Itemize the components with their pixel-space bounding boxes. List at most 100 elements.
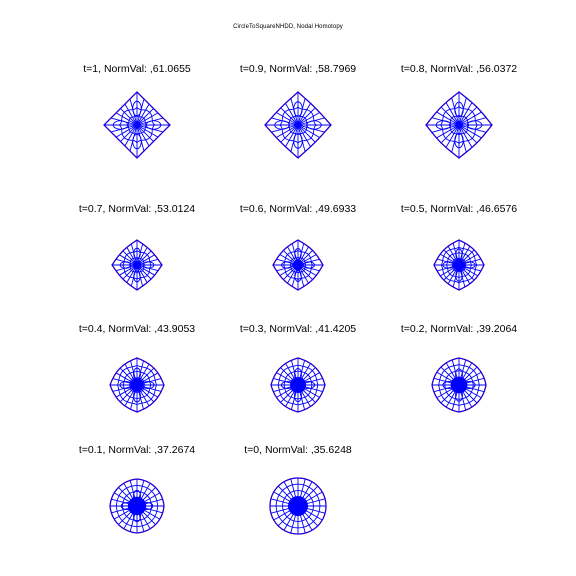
center-hub: [453, 259, 465, 271]
petal-loop: [306, 120, 322, 130]
petal-loop: [133, 247, 141, 260]
spoke-line: [120, 108, 138, 126]
spoke-line: [297, 124, 316, 143]
shape-plot: [109, 357, 165, 413]
shape-plot: [111, 239, 163, 291]
petal-loop: [133, 270, 141, 283]
panel-title: t=0.9, NormVal: ,58.7969: [239, 63, 357, 75]
petal-loop: [145, 120, 162, 130]
panel-t-0.1: t=0.1, NormVal: ,37.2674: [67, 444, 207, 554]
petal-loop: [281, 261, 293, 269]
spoke-line: [436, 124, 460, 139]
center-hub: [290, 377, 306, 393]
spoke-line: [432, 124, 460, 133]
spoke-line: [451, 98, 460, 126]
petal-loop: [274, 120, 290, 130]
shape-outline: [109, 357, 165, 413]
shape-plot: [431, 357, 487, 413]
spoke-line: [445, 102, 460, 126]
contour-ring: [289, 256, 307, 274]
panel-title: t=0.8, NormVal: ,56.0372: [400, 63, 518, 75]
petal-loop: [294, 270, 302, 282]
shape-outline: [109, 478, 165, 534]
spoke-line: [436, 111, 460, 126]
petal-loop: [132, 133, 142, 150]
contour-ring: [440, 106, 478, 144]
spoke-line: [458, 124, 467, 152]
center-hub: [288, 496, 308, 516]
shape-plot: [272, 239, 324, 291]
contour-ring: [451, 257, 467, 273]
contour-ring: [118, 106, 156, 144]
spoke-line: [280, 124, 299, 143]
center-hub: [130, 378, 144, 392]
panel-t-0.5: t=0.5, NormVal: ,46.6576: [389, 203, 529, 313]
shape-plot: [270, 357, 326, 413]
center-hub: [127, 496, 147, 516]
panel-title: t=0.2, NormVal: ,39.2064: [400, 323, 518, 335]
petal-loop: [112, 120, 129, 130]
spoke-line: [458, 124, 477, 143]
center-hub: [292, 259, 304, 271]
petal-loop: [454, 132, 464, 149]
center-hub: [450, 376, 468, 394]
contour-ring: [440, 246, 478, 284]
spoke-line: [116, 112, 138, 126]
spoke-line: [136, 108, 154, 126]
contour-ring: [448, 114, 470, 136]
petal-loop: [132, 100, 142, 117]
panel-t-0.2: t=0.2, NormVal: ,39.2064: [389, 323, 529, 433]
contour-ring: [277, 364, 319, 406]
shape-plot: [269, 477, 327, 535]
panel-t-0.3: t=0.3, NormVal: ,41.4205: [228, 323, 368, 433]
spoke-line: [136, 124, 150, 146]
spoke-line: [136, 104, 150, 126]
spoke-line: [280, 107, 299, 126]
spoke-line: [458, 124, 473, 148]
petal-loop: [142, 261, 155, 269]
panel-t-0.8: t=0.8, NormVal: ,56.0372: [389, 63, 529, 173]
center-hub: [132, 260, 142, 270]
petal-loop: [294, 248, 302, 260]
shape-plot: [103, 91, 171, 159]
petal-loop: [466, 120, 483, 130]
spoke-line: [297, 107, 316, 126]
spoke-line: [297, 124, 311, 147]
panel-t-0.9: t=0.9, NormVal: ,58.7969: [228, 63, 368, 173]
shape-outline: [264, 91, 332, 159]
spoke-line: [432, 117, 460, 126]
petal-loop: [454, 101, 464, 118]
contour-ring: [445, 251, 473, 279]
spoke-line: [285, 103, 299, 126]
contour-ring: [128, 256, 146, 274]
spoke-line: [458, 98, 467, 126]
contour-ring: [287, 114, 309, 136]
center-hub: [295, 122, 301, 128]
spoke-line: [136, 124, 154, 142]
shape-outline: [269, 477, 327, 535]
contour-ring: [438, 364, 480, 406]
panel-t-0.6: t=0.6, NormVal: ,49.6933: [228, 203, 368, 313]
spoke-line: [297, 103, 311, 126]
panel-title: t=0.7, NormVal: ,53.0124: [78, 203, 196, 215]
spoke-line: [124, 124, 138, 146]
shape-outline: [431, 357, 487, 413]
figure-title: CircleToSquareNHDD, Nodal Homotopy: [233, 24, 343, 30]
shape-outline: [433, 239, 485, 291]
panel-title: t=0, NormVal: ,35.6248: [244, 444, 352, 456]
panel-t-0: t=0, NormVal: ,35.6248: [228, 444, 368, 554]
contour-ring: [122, 250, 152, 280]
contour-ring: [115, 484, 159, 528]
shape-outline: [103, 91, 171, 159]
contour-ring: [279, 106, 317, 144]
shape-plot: [109, 478, 165, 534]
panel-t-0.7: t=0.7, NormVal: ,53.0124: [67, 203, 207, 313]
spoke-line: [441, 124, 460, 143]
contour-ring: [275, 483, 321, 529]
spoke-line: [136, 124, 158, 138]
spoke-line: [276, 112, 299, 126]
contour-ring: [116, 364, 158, 406]
contour-ring: [128, 376, 146, 394]
panel-title: t=0.1, NormVal: ,37.2674: [78, 444, 196, 456]
petal-loop: [435, 120, 452, 130]
